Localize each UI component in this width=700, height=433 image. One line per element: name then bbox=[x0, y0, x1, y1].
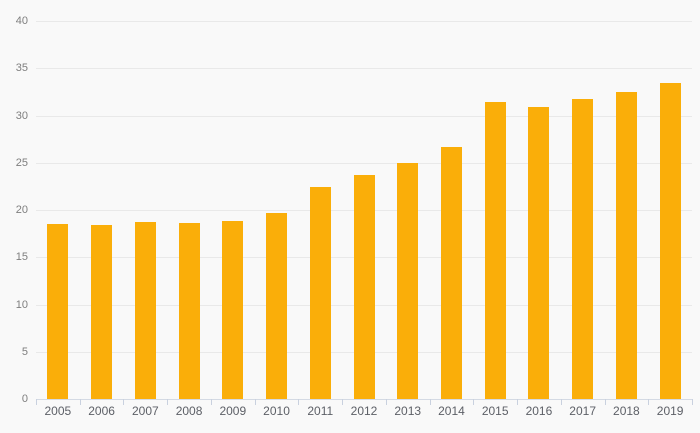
x-axis-label-2015: 2015 bbox=[481, 404, 509, 418]
x-axis-label-2011: 2011 bbox=[307, 404, 334, 418]
x-axis-tick bbox=[298, 399, 300, 405]
gridline-y-25 bbox=[36, 162, 692, 164]
bar-2017[interactable] bbox=[572, 99, 594, 399]
y-axis-label-10: 10 bbox=[15, 298, 28, 311]
x-axis-tick bbox=[560, 399, 562, 405]
y-axis-label-20: 20 bbox=[15, 204, 28, 216]
y-axis-label-5: 5 bbox=[21, 345, 28, 358]
x-axis-tick bbox=[167, 399, 169, 405]
x-axis-label-2019: 2019 bbox=[656, 404, 684, 418]
y-axis-label-0: 0 bbox=[21, 393, 28, 405]
x-axis-label-2013: 2013 bbox=[394, 404, 422, 418]
x-axis-label-2010: 2010 bbox=[263, 404, 290, 418]
x-axis-label-2006: 2006 bbox=[88, 404, 115, 418]
x-axis-tick bbox=[692, 399, 693, 405]
x-axis-tick bbox=[385, 399, 387, 405]
bar-2013[interactable] bbox=[397, 162, 419, 399]
x-axis-label-2016: 2016 bbox=[525, 404, 553, 418]
bar-2009[interactable] bbox=[222, 221, 244, 399]
x-axis-label-2005: 2005 bbox=[44, 404, 72, 418]
x-axis-tick bbox=[648, 399, 650, 405]
bar-2016[interactable] bbox=[528, 107, 550, 399]
bar-2010[interactable] bbox=[266, 212, 288, 399]
y-axis-label-15: 15 bbox=[15, 251, 28, 264]
y-axis-label-25: 25 bbox=[15, 156, 28, 169]
x-axis-tick bbox=[473, 399, 475, 405]
bar-2007[interactable] bbox=[134, 222, 156, 399]
x-axis-tick bbox=[79, 399, 81, 405]
bar-2005[interactable] bbox=[47, 224, 69, 399]
y-axis-label-35: 35 bbox=[15, 62, 28, 75]
gridline-y-30 bbox=[36, 115, 692, 117]
x-axis-tick bbox=[604, 399, 606, 405]
bar-2011[interactable] bbox=[309, 187, 331, 399]
x-axis-tick bbox=[36, 399, 37, 405]
y-axis-label-40: 40 bbox=[15, 15, 28, 27]
bar-2014[interactable] bbox=[440, 146, 462, 399]
x-axis-label-2012: 2012 bbox=[350, 404, 378, 418]
x-axis-label-2007: 2007 bbox=[131, 404, 159, 418]
x-axis-label-2014: 2014 bbox=[438, 404, 465, 418]
bar-2019[interactable] bbox=[659, 83, 681, 399]
bar-2008[interactable] bbox=[178, 223, 200, 399]
x-axis-label-2017: 2017 bbox=[569, 404, 596, 418]
bar-2006[interactable] bbox=[91, 225, 113, 399]
y-axis-label-30: 30 bbox=[15, 109, 28, 122]
x-axis-tick bbox=[254, 399, 256, 405]
x-axis-line bbox=[36, 399, 692, 400]
x-axis-tick bbox=[342, 399, 344, 405]
x-axis-tick bbox=[123, 399, 125, 405]
bar-2018[interactable] bbox=[615, 91, 637, 399]
gridline-y-40 bbox=[36, 21, 692, 22]
gridline-y-35 bbox=[36, 68, 692, 70]
x-axis-tick bbox=[210, 399, 212, 405]
x-axis-label-2018: 2018 bbox=[613, 404, 640, 418]
bar-2015[interactable] bbox=[484, 102, 506, 399]
plot-area bbox=[36, 21, 693, 405]
x-axis-label-2009: 2009 bbox=[219, 404, 247, 418]
x-axis-tick bbox=[429, 399, 431, 405]
x-axis-tick bbox=[517, 399, 519, 405]
x-axis-label-2008: 2008 bbox=[175, 404, 203, 418]
bar-2012[interactable] bbox=[353, 175, 375, 399]
